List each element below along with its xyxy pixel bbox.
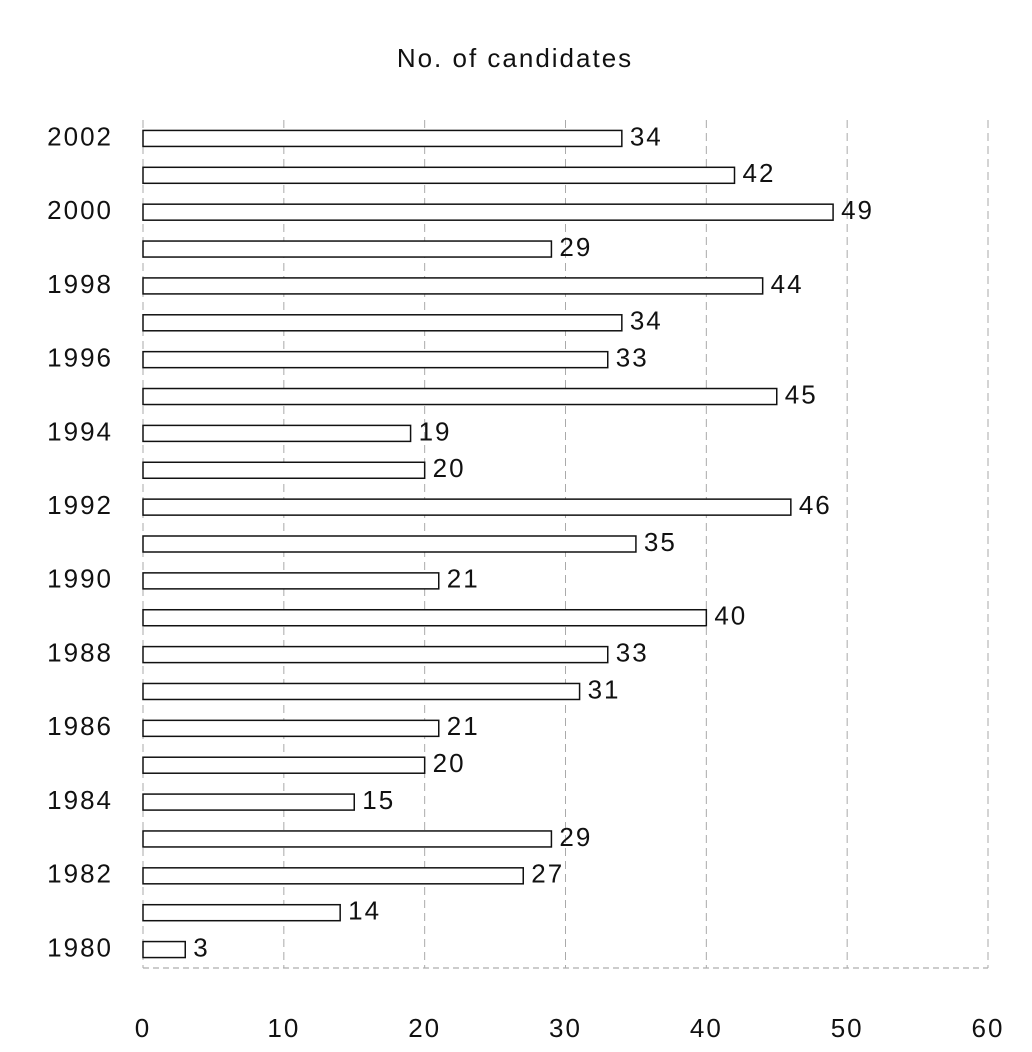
x-tick-label: 30 bbox=[549, 1013, 582, 1043]
value-label: 19 bbox=[419, 416, 452, 446]
bar bbox=[142, 608, 708, 627]
bar bbox=[142, 867, 524, 885]
bar bbox=[142, 645, 609, 664]
bar bbox=[142, 572, 440, 590]
bar bbox=[142, 350, 609, 369]
bar bbox=[142, 830, 553, 848]
bar bbox=[142, 314, 623, 332]
x-tick-label: 20 bbox=[408, 1013, 441, 1043]
y-tick-label: 1996 bbox=[47, 343, 113, 373]
value-label: 21 bbox=[447, 711, 480, 741]
value-label: 27 bbox=[531, 859, 564, 889]
value-label: 20 bbox=[433, 748, 466, 778]
bar bbox=[142, 424, 412, 443]
bar bbox=[142, 793, 355, 811]
x-tick-label: 10 bbox=[267, 1013, 300, 1043]
value-label: 21 bbox=[447, 564, 480, 594]
x-tick-label: 40 bbox=[690, 1013, 723, 1043]
bar bbox=[142, 129, 623, 148]
value-label: 3 bbox=[193, 932, 209, 962]
y-tick-label: 1984 bbox=[47, 785, 113, 815]
value-label: 46 bbox=[799, 490, 832, 520]
bar bbox=[142, 166, 736, 185]
value-label: 33 bbox=[616, 343, 649, 373]
value-label: 29 bbox=[559, 822, 592, 852]
x-tick-label: 0 bbox=[135, 1013, 151, 1043]
bar bbox=[142, 903, 341, 922]
bar bbox=[142, 940, 186, 959]
y-tick-label: 1992 bbox=[47, 490, 113, 520]
bar bbox=[142, 682, 581, 701]
x-tick-label: 50 bbox=[831, 1013, 864, 1043]
bar bbox=[142, 387, 778, 406]
value-label: 31 bbox=[588, 674, 621, 704]
chart-title: No. of candidates bbox=[397, 43, 633, 73]
y-tick-label: 1980 bbox=[47, 932, 113, 962]
value-label: 40 bbox=[714, 601, 747, 631]
value-label: 14 bbox=[348, 896, 381, 926]
value-label: 45 bbox=[785, 379, 818, 409]
value-label: 49 bbox=[841, 195, 874, 225]
y-tick-label: 1982 bbox=[47, 859, 113, 889]
value-label: 20 bbox=[433, 453, 466, 483]
y-tick-label: 2002 bbox=[47, 121, 113, 151]
y-tick-label: 2000 bbox=[47, 195, 113, 225]
value-label: 33 bbox=[616, 637, 649, 667]
y-tick-label: 1988 bbox=[47, 637, 113, 667]
y-tick-label: 1990 bbox=[47, 564, 113, 594]
value-label: 29 bbox=[559, 232, 592, 262]
y-tick-label: 1986 bbox=[47, 711, 113, 741]
value-label: 34 bbox=[630, 306, 663, 336]
bar bbox=[142, 203, 834, 221]
bar bbox=[142, 756, 426, 774]
bar bbox=[142, 277, 764, 295]
value-label: 42 bbox=[743, 158, 776, 188]
x-tick-label: 60 bbox=[972, 1013, 1005, 1043]
value-label: 44 bbox=[771, 269, 804, 299]
value-label: 15 bbox=[362, 785, 395, 815]
y-tick-label: 1994 bbox=[47, 416, 113, 446]
bar bbox=[142, 719, 440, 738]
bar bbox=[142, 240, 553, 258]
y-tick-label: 1998 bbox=[47, 269, 113, 299]
bar bbox=[142, 461, 426, 480]
bar bbox=[142, 498, 792, 516]
value-label: 34 bbox=[630, 121, 663, 151]
bar bbox=[142, 535, 637, 553]
value-label: 35 bbox=[644, 527, 677, 557]
